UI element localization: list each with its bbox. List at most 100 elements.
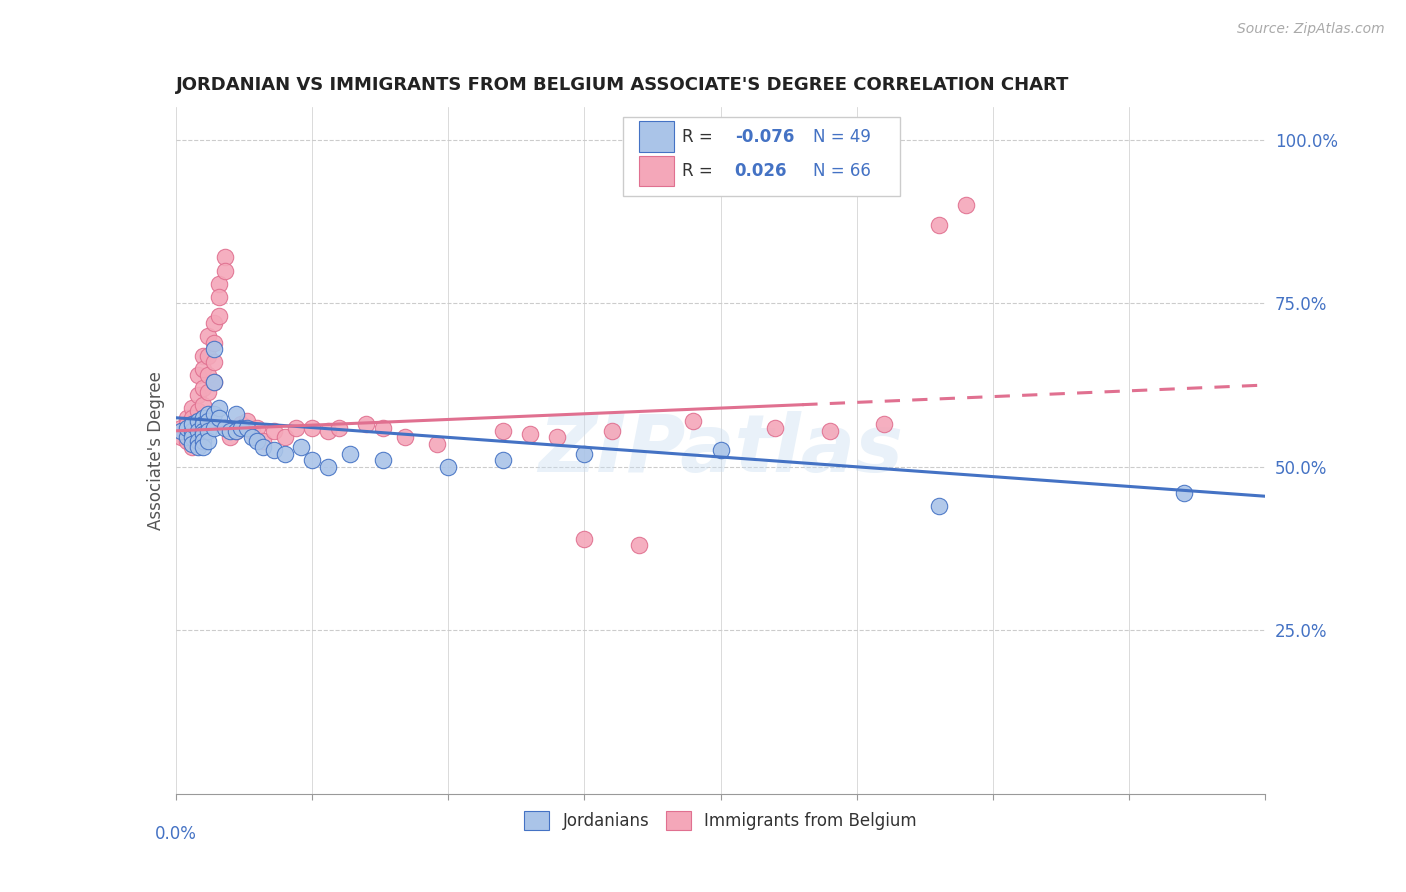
- Point: [246, 434, 269, 448]
- FancyBboxPatch shape: [638, 156, 673, 186]
- Point: [252, 440, 274, 454]
- Point: [191, 381, 214, 395]
- Point: [191, 440, 214, 454]
- Point: [191, 349, 214, 363]
- Point: [600, 424, 623, 438]
- Point: [318, 459, 340, 474]
- Point: [682, 414, 704, 428]
- Point: [191, 361, 214, 376]
- Point: [328, 420, 350, 434]
- Point: [492, 424, 515, 438]
- Point: [219, 430, 242, 444]
- Point: [235, 414, 257, 428]
- Point: [519, 427, 541, 442]
- Point: [301, 453, 323, 467]
- Point: [219, 424, 242, 438]
- Point: [191, 398, 214, 412]
- Point: [492, 453, 515, 467]
- Point: [191, 410, 214, 425]
- Point: [339, 447, 361, 461]
- Point: [818, 424, 841, 438]
- Point: [208, 277, 231, 291]
- Point: [176, 410, 198, 425]
- Text: 0.0%: 0.0%: [155, 825, 197, 843]
- Point: [928, 218, 950, 232]
- Point: [263, 443, 285, 458]
- Text: N = 49: N = 49: [813, 128, 872, 145]
- Point: [191, 410, 214, 425]
- Point: [225, 408, 247, 422]
- Point: [181, 424, 204, 438]
- Y-axis label: Associate's Degree: Associate's Degree: [146, 371, 165, 530]
- Point: [191, 427, 214, 442]
- Point: [176, 430, 198, 444]
- Text: R =: R =: [682, 162, 724, 180]
- Point: [176, 417, 198, 432]
- Point: [197, 349, 219, 363]
- Point: [186, 414, 209, 428]
- Point: [1173, 486, 1195, 500]
- Point: [176, 424, 198, 438]
- Point: [202, 420, 225, 434]
- Point: [208, 401, 231, 415]
- Point: [214, 251, 236, 265]
- Point: [197, 414, 219, 428]
- Point: [274, 430, 297, 444]
- Point: [176, 420, 198, 434]
- Point: [928, 499, 950, 513]
- Point: [225, 424, 247, 438]
- Point: [186, 368, 209, 383]
- Legend: Jordanians, Immigrants from Belgium: Jordanians, Immigrants from Belgium: [517, 805, 924, 837]
- Point: [426, 437, 449, 451]
- Point: [197, 329, 219, 343]
- Point: [231, 417, 253, 432]
- Point: [371, 453, 394, 467]
- Point: [394, 430, 416, 444]
- Point: [202, 375, 225, 389]
- Point: [197, 424, 219, 438]
- Point: [186, 424, 209, 438]
- Point: [197, 368, 219, 383]
- Point: [235, 420, 257, 434]
- Point: [263, 424, 285, 438]
- Point: [284, 420, 307, 434]
- Point: [371, 420, 394, 434]
- Point: [546, 430, 568, 444]
- Point: [191, 424, 214, 438]
- Point: [197, 408, 219, 422]
- Point: [191, 424, 214, 438]
- Point: [225, 424, 247, 438]
- FancyBboxPatch shape: [623, 118, 900, 196]
- Point: [208, 290, 231, 304]
- Point: [955, 198, 977, 212]
- Text: N = 66: N = 66: [813, 162, 872, 180]
- Point: [437, 459, 460, 474]
- Text: R =: R =: [682, 128, 718, 145]
- Point: [240, 424, 263, 438]
- Point: [181, 440, 204, 454]
- Point: [191, 417, 214, 432]
- Point: [214, 263, 236, 277]
- Point: [240, 430, 263, 444]
- Point: [202, 408, 225, 422]
- Point: [202, 335, 225, 350]
- Point: [170, 424, 193, 438]
- Point: [214, 420, 236, 434]
- Point: [202, 355, 225, 369]
- Point: [186, 404, 209, 418]
- Text: ZIPatlas: ZIPatlas: [538, 411, 903, 490]
- Text: -0.076: -0.076: [735, 128, 794, 145]
- Point: [186, 440, 209, 454]
- Point: [219, 420, 242, 434]
- FancyBboxPatch shape: [638, 121, 673, 152]
- Point: [208, 310, 231, 324]
- Point: [246, 420, 269, 434]
- Point: [186, 434, 209, 448]
- Text: 0.026: 0.026: [735, 162, 787, 180]
- Point: [202, 342, 225, 356]
- Point: [181, 417, 204, 432]
- Point: [202, 316, 225, 330]
- Point: [290, 440, 312, 454]
- Point: [710, 443, 733, 458]
- Point: [763, 420, 786, 434]
